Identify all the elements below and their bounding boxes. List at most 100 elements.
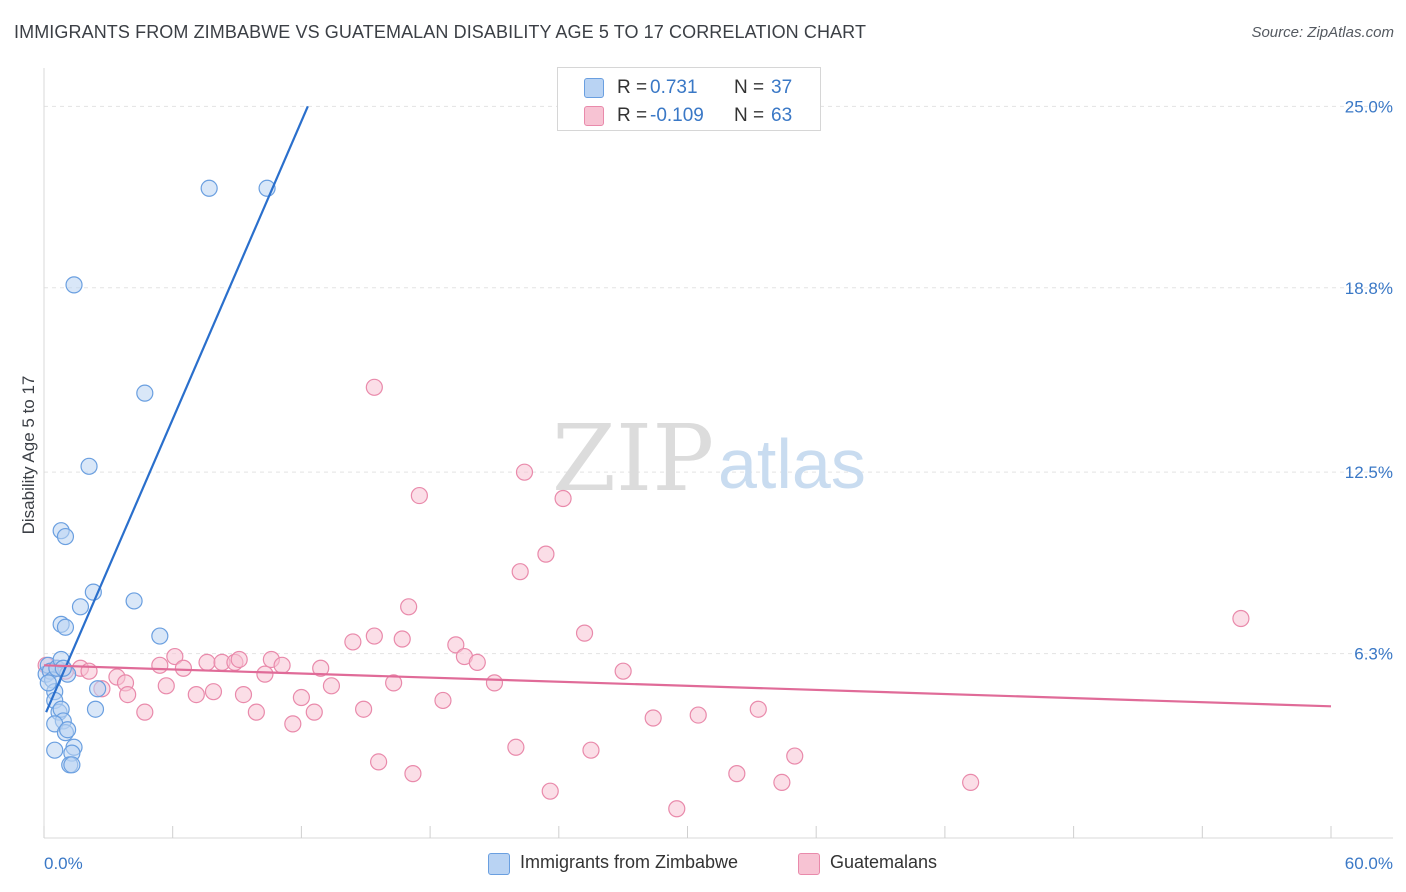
data-point-zimbabwe — [58, 721, 77, 739]
chart-title: IMMIGRANTS FROM ZIMBABWE VS GUATEMALAN D… — [14, 22, 867, 42]
legend-swatch-pink — [798, 853, 820, 875]
data-point-zimbabwe — [89, 680, 107, 698]
data-point-guatemalans — [541, 782, 559, 800]
data-point-guatemalans — [515, 463, 534, 481]
data-point-guatemalans — [749, 700, 767, 718]
data-point-guatemalans — [198, 653, 216, 672]
data-point-zimbabwe — [46, 741, 64, 759]
data-point-guatemalans — [507, 738, 525, 756]
data-point-guatemalans — [575, 624, 594, 642]
data-point-guatemalans — [773, 773, 791, 791]
data-point-zimbabwe — [71, 598, 90, 616]
stats-legend: R = 0.731 N = 37 R = -0.109 N = 63 — [557, 67, 821, 131]
data-point-guatemalans — [614, 662, 632, 680]
data-point-guatemalans — [312, 659, 330, 677]
data-point-zimbabwe — [56, 527, 75, 546]
trend-line-zimbabwe — [45, 105, 309, 713]
data-point-guatemalans — [434, 691, 452, 710]
y-tick-label: 12.5% — [1345, 463, 1393, 482]
data-point-guatemalans — [393, 630, 411, 648]
data-point-zimbabwe — [65, 276, 83, 294]
data-point-guatemalans — [273, 656, 291, 674]
legend-swatch-blue — [488, 853, 510, 875]
data-point-guatemalans — [644, 709, 662, 727]
n-label: N = — [734, 105, 765, 126]
r-value: 0.731 — [650, 77, 698, 98]
data-point-zimbabwe — [86, 700, 105, 718]
data-point-guatemalans — [410, 486, 428, 505]
data-point-guatemalans — [385, 674, 403, 692]
data-point-guatemalans — [247, 703, 265, 721]
data-point-zimbabwe — [200, 179, 218, 197]
trend-line-guatemalans — [43, 664, 1332, 708]
data-point-guatemalans — [554, 489, 572, 508]
data-point-zimbabwe — [80, 457, 98, 475]
data-point-zimbabwe — [125, 592, 143, 610]
source-label: Source: ZipAtlas.com — [1251, 24, 1394, 41]
data-point-guatemalans — [344, 633, 362, 651]
data-point-guatemalans — [151, 656, 169, 674]
data-point-guatemalans — [511, 563, 529, 581]
data-point-guatemalans — [400, 598, 418, 616]
y-tick-label: 18.8% — [1345, 279, 1393, 298]
watermark-zip: ZIP — [552, 405, 714, 512]
r-value: -0.109 — [650, 105, 704, 126]
data-point-guatemalans — [256, 665, 274, 683]
data-point-guatemalans — [234, 685, 253, 704]
legend-swatch-pink — [584, 106, 604, 126]
data-point-guatemalans — [230, 650, 248, 669]
data-point-guatemalans — [119, 685, 137, 704]
data-point-guatemalans — [204, 683, 223, 701]
series-zimbabwe — [37, 179, 276, 774]
data-point-guatemalans — [187, 685, 205, 704]
r-label: R = — [617, 77, 648, 98]
r-label: R = — [617, 105, 648, 126]
stats-row-zimbabwe: R = 0.731 N = 37 — [558, 74, 820, 104]
trend-lines — [43, 105, 1332, 713]
data-point-guatemalans — [689, 706, 707, 724]
x-tick-label-max: 60.0% — [1345, 854, 1393, 873]
y-tick-label: 6.3% — [1354, 645, 1393, 664]
data-point-zimbabwe — [151, 627, 169, 645]
n-value: 63 — [771, 105, 793, 126]
data-point-guatemalans — [174, 659, 193, 677]
data-point-zimbabwe — [63, 756, 81, 774]
data-point-guatemalans — [365, 378, 383, 396]
data-point-guatemalans — [468, 653, 486, 672]
data-point-guatemalans — [447, 636, 465, 654]
data-point-guatemalans — [668, 800, 686, 818]
data-point-guatemalans — [582, 741, 600, 759]
data-point-guatemalans — [355, 700, 373, 718]
y-tick-label: 25.0% — [1345, 97, 1393, 116]
data-point-guatemalans — [365, 627, 383, 645]
data-point-guatemalans — [370, 753, 388, 771]
data-point-zimbabwe — [136, 384, 154, 402]
data-point-guatemalans — [404, 765, 422, 783]
data-point-guatemalans — [1232, 609, 1250, 628]
y-tick-labels: 6.3% 12.5% 18.8% 25.0% — [1345, 97, 1393, 663]
n-label: N = — [734, 77, 765, 98]
stats-row-guatemalans: R = -0.109 N = 63 — [558, 102, 820, 132]
legend-label: Immigrants from Zimbabwe — [520, 852, 739, 872]
y-axis-label: Disability Age 5 to 17 — [19, 376, 38, 535]
data-point-guatemalans — [166, 647, 184, 666]
data-point-guatemalans — [136, 703, 154, 721]
data-point-guatemalans — [305, 703, 323, 721]
data-point-guatemalans — [537, 545, 555, 563]
n-value: 37 — [771, 77, 793, 98]
data-point-guatemalans — [292, 688, 310, 707]
data-point-zimbabwe — [56, 618, 75, 636]
data-point-guatemalans — [728, 765, 746, 783]
data-point-guatemalans — [485, 674, 504, 692]
data-point-guatemalans — [786, 747, 804, 765]
data-point-guatemalans — [322, 677, 341, 695]
data-point-guatemalans — [284, 715, 302, 733]
data-point-zimbabwe — [39, 674, 57, 692]
legend-label: Guatemalans — [830, 852, 938, 872]
axes — [43, 68, 1393, 839]
grid-lines — [44, 105, 1393, 655]
legend-swatch-blue — [584, 78, 604, 98]
data-point-guatemalans — [157, 677, 175, 695]
data-point-guatemalans — [962, 773, 980, 791]
